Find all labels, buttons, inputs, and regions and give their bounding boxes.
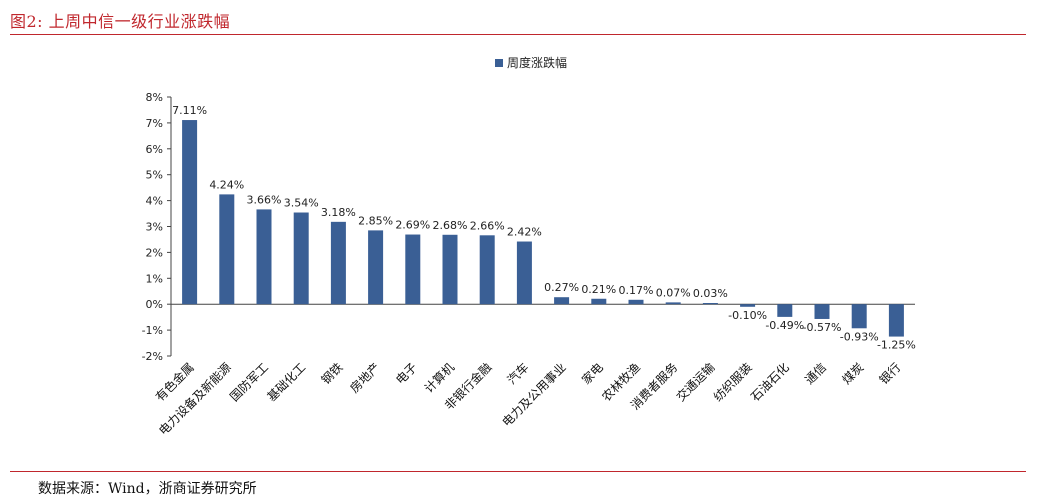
bar — [814, 304, 830, 319]
data-label: -0.49% — [765, 319, 804, 332]
y-tick-label: -2% — [142, 350, 163, 363]
data-label: 3.18% — [321, 206, 356, 219]
x-tick-label: 计算机 — [421, 360, 457, 396]
x-tick-label: 钢铁 — [319, 360, 346, 387]
data-label: 3.54% — [284, 197, 319, 210]
x-tick-label: 银行 — [877, 360, 904, 387]
data-label: 0.27% — [544, 281, 579, 294]
bar — [479, 235, 495, 305]
bar — [405, 234, 421, 305]
legend: 周度涨跌幅 — [495, 55, 567, 70]
y-tick-label: 8% — [146, 91, 163, 104]
title-rule — [10, 34, 1026, 35]
data-label: 0.07% — [656, 286, 691, 299]
bar — [888, 304, 904, 337]
y-tick-label: 4% — [146, 195, 163, 208]
bar — [665, 302, 681, 305]
x-tick-label: 通信 — [802, 360, 829, 387]
data-label: 0.03% — [693, 287, 728, 300]
bar — [740, 304, 756, 307]
bar — [702, 303, 718, 305]
x-tick-label: 电力及公用事业 — [499, 360, 568, 429]
x-tick-label: 交通运输 — [673, 360, 718, 405]
x-tick-label: 房地产 — [347, 360, 383, 396]
data-label: 3.66% — [247, 193, 282, 206]
x-tick-label: 煤炭 — [839, 360, 866, 387]
bar — [777, 304, 793, 317]
y-tick-label: 5% — [146, 169, 163, 182]
x-tick-label: 家电 — [578, 360, 606, 388]
source-rule — [10, 471, 1026, 472]
x-tick-label: 石油石化 — [748, 360, 792, 404]
bar — [293, 212, 309, 305]
data-label: 2.69% — [395, 219, 430, 232]
y-tick-label: 7% — [146, 117, 163, 130]
data-label: 7.11% — [172, 104, 207, 117]
legend-swatch — [495, 59, 503, 67]
source-note: 数据来源：Wind，浙商证券研究所 — [38, 481, 257, 497]
data-label: 2.85% — [358, 214, 393, 227]
bar — [256, 209, 272, 305]
x-tick-label: 汽车 — [504, 360, 532, 388]
bar — [368, 230, 384, 305]
bar — [628, 299, 644, 305]
data-label: 4.24% — [209, 178, 244, 191]
bar — [851, 304, 867, 329]
legend-label: 周度涨跌幅 — [507, 55, 567, 70]
data-label: -0.93% — [840, 330, 879, 343]
data-label: 2.68% — [433, 219, 468, 232]
data-label: 0.17% — [619, 284, 654, 297]
data-label: 2.42% — [507, 226, 542, 239]
bar — [442, 234, 458, 305]
y-tick-label: 0% — [146, 298, 163, 311]
bar — [182, 120, 198, 305]
data-label: 0.21% — [581, 283, 616, 296]
data-label: -0.10% — [728, 309, 767, 322]
data-label: 2.66% — [470, 219, 505, 232]
x-tick-label: 电子 — [393, 360, 420, 387]
bars — [182, 120, 904, 337]
y-tick-label: 3% — [146, 221, 163, 234]
y-tick-label: 6% — [146, 143, 163, 156]
y-tick-labels: 8% 7% 6% 5% 4% 3% 2% 1% 0% -1% -2% — [142, 91, 163, 363]
y-tick-label: 1% — [146, 272, 163, 285]
x-tick-label: 基础化工 — [264, 360, 308, 404]
figure-title: 图2: 上周中信一级行业涨跌幅 — [10, 12, 231, 31]
data-label: -0.57% — [803, 321, 842, 334]
bar — [516, 241, 532, 305]
bar — [330, 221, 346, 305]
value-labels: 7.11% 4.24%3.66% 3.54%3.18%2.85% 2.69% 2.68%… — [172, 104, 916, 352]
data-label: -1.25% — [877, 339, 916, 352]
bar — [591, 298, 607, 305]
x-tick-label: 国防军工 — [227, 360, 272, 405]
bar — [219, 194, 235, 305]
y-tick-label: 2% — [146, 246, 163, 259]
y-tick-label: -1% — [142, 324, 163, 337]
x-tick-label: 纺织服装 — [711, 360, 755, 404]
bar — [554, 297, 570, 305]
